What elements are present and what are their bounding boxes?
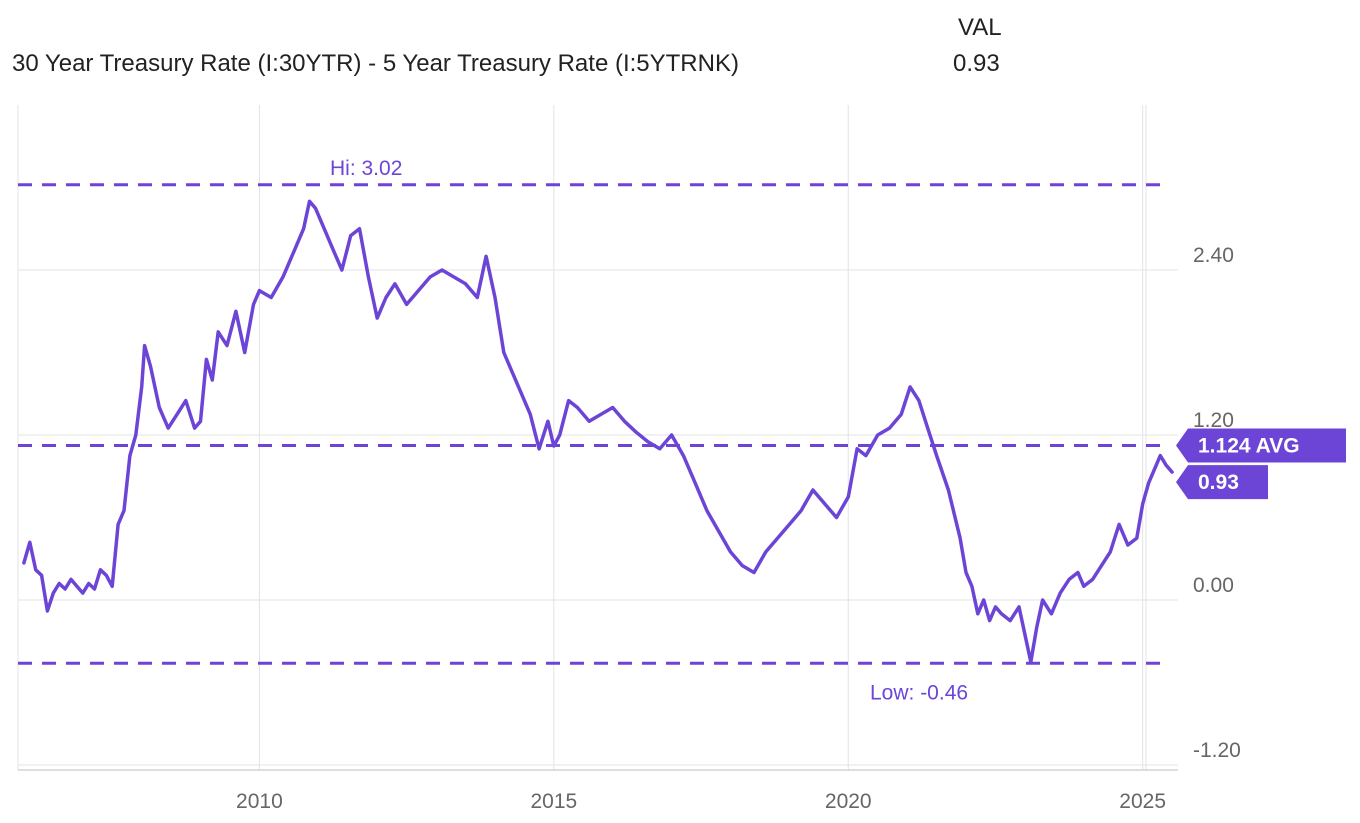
reference-lines — [18, 183, 1168, 665]
y-tick-label: 0.00 — [1193, 574, 1234, 597]
y-tick-label: 1.20 — [1193, 409, 1234, 432]
x-tick-label: 2020 — [825, 790, 872, 813]
legend-series-name: 30 Year Treasury Rate (I:30YTR) - 5 Year… — [12, 50, 739, 77]
x-tick-labels: 2010 2015 2020 2025 — [236, 790, 1166, 813]
y-gridlines — [18, 269, 1178, 766]
legend-series-value: 0.93 — [953, 50, 1000, 77]
annotations: Hi: 3.02 Low: -0.46 1.124 AVG 0.93 — [330, 157, 1346, 704]
last-value-label: 0.93 — [1198, 471, 1239, 494]
avg-badge — [1176, 428, 1346, 463]
last-value-badge — [1176, 465, 1268, 500]
legend-column-header: VAL — [958, 14, 1002, 41]
y-tick-labels: 2.40 1.20 0.00 -1.20 — [1193, 244, 1241, 762]
x-gridlines — [258, 105, 1147, 770]
y-tick-label: -1.20 — [1193, 739, 1241, 762]
x-tick-label: 2010 — [236, 790, 283, 813]
high-label: Hi: 3.02 — [330, 157, 402, 180]
x-tick-label: 2015 — [530, 790, 577, 813]
avg-badge-label: 1.124 AVG — [1198, 434, 1300, 457]
y-tick-label: 2.40 — [1193, 244, 1234, 267]
series-line — [22, 199, 1174, 664]
low-label: Low: -0.46 — [870, 681, 968, 704]
x-tick-label: 2025 — [1119, 790, 1166, 813]
